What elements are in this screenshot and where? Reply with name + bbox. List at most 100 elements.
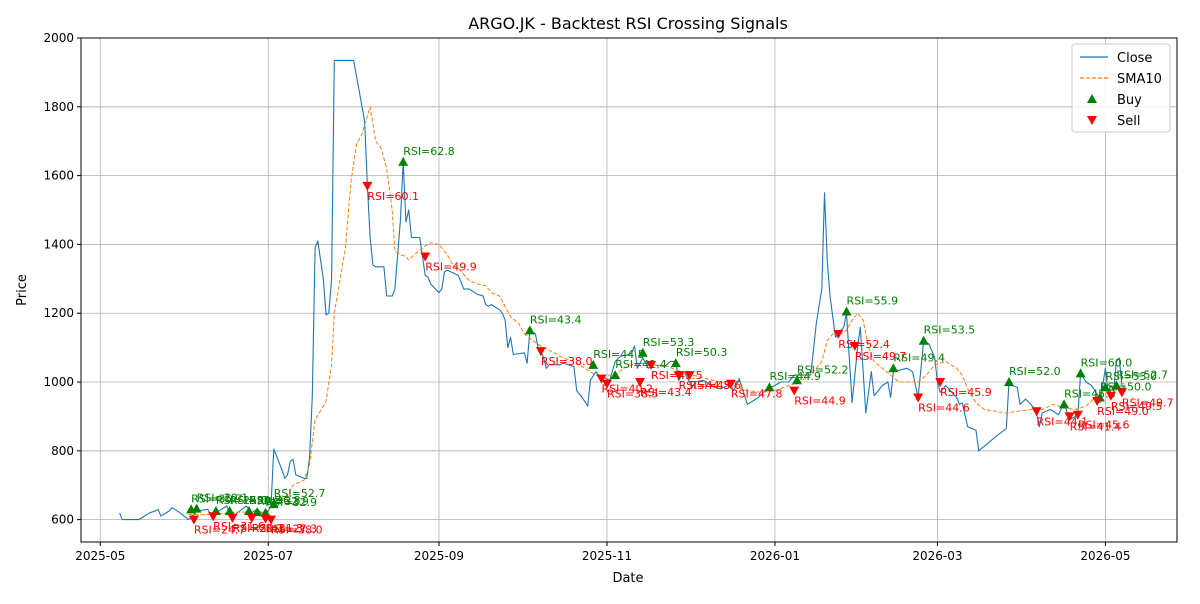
sell-signal-label: RSI=49.0 bbox=[1097, 405, 1149, 418]
buy-marker bbox=[1111, 380, 1122, 390]
sell-signal-label: RSI=45.6 bbox=[1078, 419, 1130, 432]
buy-signal-label: RSI=60.0 bbox=[1081, 356, 1133, 369]
buy-signal-label: RSI=35.7 bbox=[191, 492, 243, 505]
buy-signal-label: RSI=52.7 bbox=[274, 487, 326, 500]
buy-marker bbox=[764, 382, 775, 392]
buy-signal-label: RSI=43.4 bbox=[530, 313, 582, 326]
sell-signal-label: RSI=38.0 bbox=[541, 355, 593, 368]
buy-marker bbox=[588, 359, 599, 369]
buy-signal-label: RSI=30.8 bbox=[230, 494, 282, 507]
plot-frame bbox=[80, 37, 1178, 543]
sell-signal-label: RSI=47.8 bbox=[731, 388, 783, 401]
x-tick-label: 2026-01 bbox=[750, 549, 800, 563]
sell-marker bbox=[935, 378, 946, 388]
buy-marker bbox=[1004, 377, 1015, 387]
buy-marker bbox=[1100, 382, 1111, 392]
sell-signal-label: RSI=49.9 bbox=[425, 260, 477, 273]
legend-close-label: Close bbox=[1117, 51, 1152, 66]
sell-signal-label: RSI=38.5 bbox=[607, 388, 659, 401]
sell-marker bbox=[266, 515, 277, 525]
buy-marker bbox=[670, 358, 681, 368]
sell-signal-label: RSI=26.1 bbox=[232, 522, 284, 535]
buy-marker bbox=[252, 507, 263, 517]
legend-buy-swatch bbox=[1087, 94, 1097, 103]
x-tick-label: 2026-05 bbox=[1080, 549, 1130, 563]
sell-marker bbox=[596, 374, 607, 384]
sell-marker bbox=[208, 512, 219, 522]
y-axis-label: Price bbox=[15, 274, 30, 306]
y-tick-label: 600 bbox=[51, 513, 74, 527]
buy-signal-label: RSI=53.0 bbox=[1105, 370, 1157, 383]
x-tick-label: 2025-11 bbox=[582, 549, 632, 563]
x-tick-label: 2026-03 bbox=[912, 549, 962, 563]
buy-marker bbox=[398, 156, 409, 166]
sell-marker bbox=[684, 371, 695, 381]
y-tick-label: 1200 bbox=[43, 306, 74, 320]
buy-marker bbox=[888, 363, 899, 373]
sell-marker bbox=[789, 386, 800, 396]
buy-marker bbox=[1075, 368, 1086, 378]
sell-signal-label: RSI=44.1 bbox=[1037, 415, 1089, 428]
buy-signal-label: RSI=50.3 bbox=[676, 346, 728, 359]
buy-signal-label: RSI=55.9 bbox=[847, 295, 899, 308]
sell-signal-label: RSI=44.6 bbox=[918, 402, 970, 415]
buy-signal-label: RSI=53.3 bbox=[643, 336, 695, 349]
sell-marker bbox=[673, 371, 684, 381]
sell-signal-label: RSI=49.7 bbox=[855, 350, 907, 363]
sell-signal-label: RSI=45.9 bbox=[940, 386, 992, 399]
buy-signal-label: RSI=52.2 bbox=[797, 363, 849, 376]
sell-marker bbox=[1092, 396, 1103, 406]
buy-signal-label: RSI=49.4 bbox=[893, 351, 945, 364]
legend-sma10-label: SMA10 bbox=[1117, 72, 1162, 87]
buy-marker bbox=[610, 370, 621, 380]
sell-marker bbox=[362, 181, 373, 191]
buy-signal-label: RSI=25.0 bbox=[216, 494, 268, 507]
buy-signal-label: RSI=44.5 bbox=[593, 348, 645, 361]
sell-marker bbox=[1105, 391, 1116, 401]
x-axis-label: Date bbox=[612, 571, 643, 586]
buy-marker bbox=[191, 503, 202, 513]
plot-area: RSI=35.7RSI=29.1RSI=25.0RSI=30.8RSI=36.8… bbox=[119, 59, 1174, 537]
buy-signal-label: RSI=53.5 bbox=[924, 324, 976, 337]
buy-signal-label: RSI=29.1 bbox=[197, 492, 249, 505]
axes: 2025-05 2025-07 2025-09 2025-11 2026-01 2026-… bbox=[43, 31, 1130, 563]
legend-box bbox=[1071, 43, 1171, 133]
buy-signal-label: RSI=52.0 bbox=[1009, 365, 1061, 378]
series-sma10-line bbox=[188, 106, 1125, 515]
buy-marker bbox=[791, 375, 802, 385]
sell-signal-label: RSI=24.7 bbox=[194, 524, 246, 537]
buy-marker bbox=[918, 335, 929, 345]
buy-signal-label: RSI=44.9 bbox=[769, 370, 821, 383]
legend: Close SMA10 Buy Sell bbox=[1071, 43, 1171, 133]
buy-marker bbox=[1059, 399, 1070, 409]
series-close-line bbox=[119, 59, 1125, 521]
sell-marker bbox=[227, 513, 238, 523]
sell-marker bbox=[1064, 412, 1075, 422]
sell-signal-label: RSI=31.6 bbox=[213, 520, 265, 533]
legend-sell-label: Sell bbox=[1117, 114, 1140, 129]
grid-lines bbox=[81, 37, 1177, 542]
y-tick-label: 2000 bbox=[43, 31, 74, 45]
sell-signal-label: RSI=49.7 bbox=[1122, 396, 1174, 409]
buy-marker bbox=[268, 499, 279, 509]
buy-signal-label: RSI=36.8 bbox=[249, 494, 301, 507]
buy-signal-label: RSI=50.0 bbox=[1100, 381, 1152, 394]
chart-title: ARGO.JK - Backtest RSI Crossing Signals bbox=[468, 14, 788, 33]
buy-signal-label: RSI=62.8 bbox=[403, 145, 455, 158]
sell-marker bbox=[1031, 407, 1042, 417]
buy-marker bbox=[524, 325, 535, 335]
x-tick-label: 2025-09 bbox=[414, 549, 464, 563]
buy-signal-label: RSI=52.7 bbox=[1116, 368, 1168, 381]
buy-marker bbox=[243, 506, 254, 516]
x-tick-label: 2025-05 bbox=[75, 549, 125, 563]
sell-signal-label: RSI=41.4 bbox=[1070, 420, 1122, 433]
sell-marker bbox=[833, 329, 844, 339]
sell-signal-label: RSI=44.9 bbox=[794, 395, 846, 408]
y-tick-label: 1400 bbox=[43, 237, 74, 251]
y-tick-label: 1600 bbox=[43, 169, 74, 183]
legend-buy-label: Buy bbox=[1117, 93, 1142, 108]
legend-sell-swatch bbox=[1087, 116, 1097, 125]
buy-marker bbox=[260, 507, 271, 517]
